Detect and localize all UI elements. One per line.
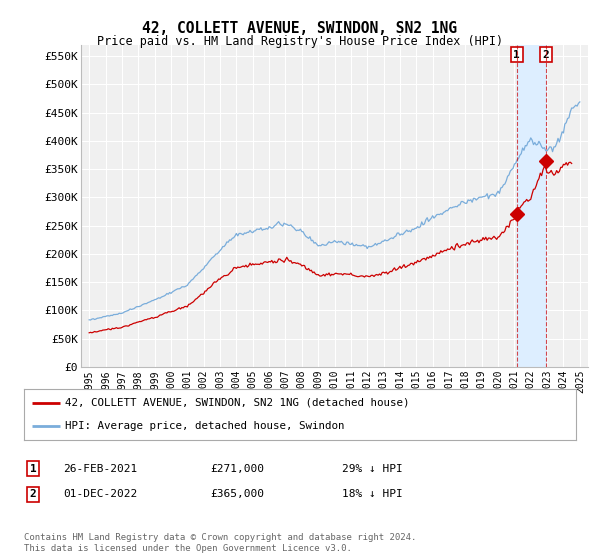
Text: 01-DEC-2022: 01-DEC-2022 [63,489,137,500]
Text: Price paid vs. HM Land Registry's House Price Index (HPI): Price paid vs. HM Land Registry's House … [97,35,503,48]
Text: 1: 1 [29,464,37,474]
Text: 1: 1 [514,50,520,59]
Text: £271,000: £271,000 [210,464,264,474]
Text: 42, COLLETT AVENUE, SWINDON, SN2 1NG: 42, COLLETT AVENUE, SWINDON, SN2 1NG [143,21,458,36]
Text: £365,000: £365,000 [210,489,264,500]
Text: 2: 2 [542,50,549,59]
Text: 2: 2 [29,489,37,500]
Bar [517,45,546,367]
Text: HPI: Average price, detached house, Swindon: HPI: Average price, detached house, Swin… [65,421,345,431]
Text: 29% ↓ HPI: 29% ↓ HPI [342,464,403,474]
Text: 18% ↓ HPI: 18% ↓ HPI [342,489,403,500]
Text: 42, COLLETT AVENUE, SWINDON, SN2 1NG (detached house): 42, COLLETT AVENUE, SWINDON, SN2 1NG (de… [65,398,410,408]
Text: 26-FEB-2021: 26-FEB-2021 [63,464,137,474]
Text: Contains HM Land Registry data © Crown copyright and database right 2024.
This d: Contains HM Land Registry data © Crown c… [24,533,416,553]
